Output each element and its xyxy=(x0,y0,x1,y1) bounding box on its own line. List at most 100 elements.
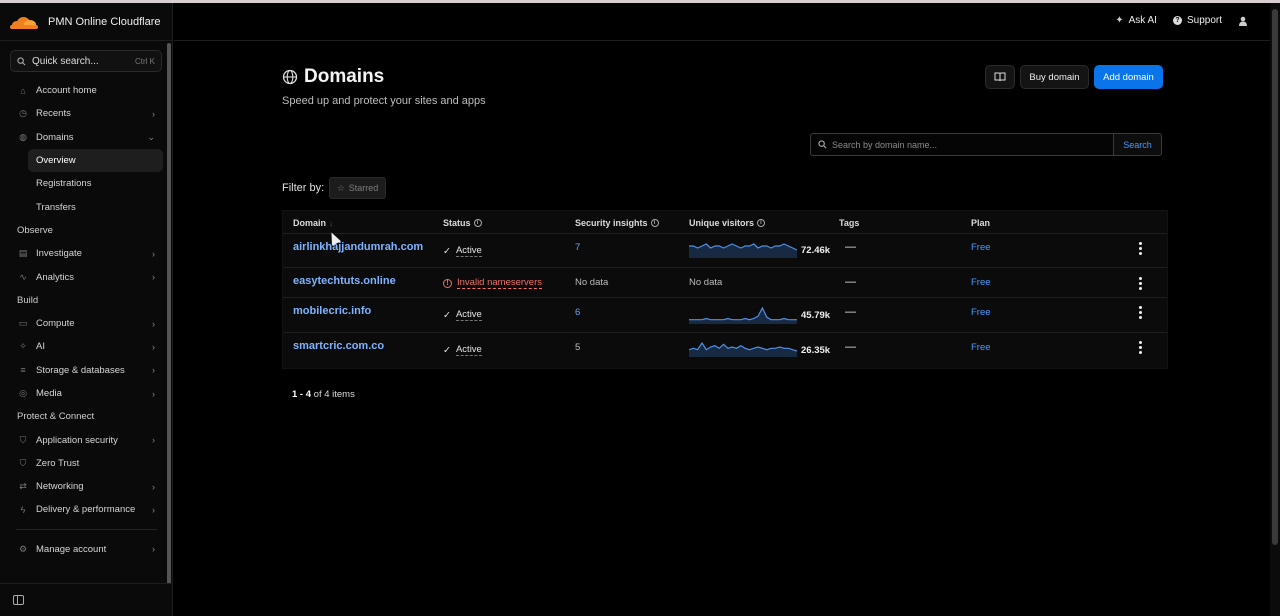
compute-icon: ▭ xyxy=(18,318,28,329)
sidebar-item-label: Investigate xyxy=(36,248,82,260)
sidebar-item-label: Application security xyxy=(36,434,118,446)
row-menu-icon[interactable] xyxy=(1139,277,1142,292)
visitors-sparkline xyxy=(689,306,797,324)
info-icon[interactable]: i xyxy=(473,219,482,227)
sidebar-item-label: Media xyxy=(36,388,62,399)
sidebar-item-transfers[interactable]: Transfers xyxy=(10,195,163,218)
plan-link[interactable]: Free xyxy=(971,242,991,253)
sort-icon: ↓ xyxy=(329,218,334,228)
gear-icon: ⚙ xyxy=(18,543,28,554)
row-menu-icon[interactable] xyxy=(1139,341,1142,356)
status-badge[interactable]: ✓ Active xyxy=(443,309,482,321)
column-label: Status xyxy=(443,218,471,228)
quick-search[interactable]: Quick search... Ctrl K xyxy=(10,50,162,72)
status-badge[interactable]: ✓ Active xyxy=(443,344,482,356)
sidebar-item-label: Registrations xyxy=(36,178,92,190)
column-status: Status i xyxy=(443,218,482,228)
tags-value: — xyxy=(845,241,856,253)
sidebar-item-zero-trust[interactable]: ⛉ Zero Trust xyxy=(10,452,163,475)
domain-link[interactable]: airlinkhajjandumrah.com xyxy=(293,241,424,253)
table-row[interactable]: smartcric.com.co ✓ Active 5 26.35k — Free xyxy=(283,333,1167,368)
row-menu-icon[interactable] xyxy=(1139,306,1142,321)
star-icon: ☆ xyxy=(336,182,345,193)
visitors-value: 45.79k xyxy=(801,310,831,321)
sidebar-nav: ⌂ Account home ◷ Recents › ◍ Domains ⌄ O… xyxy=(10,79,163,561)
support-button[interactable]: ? Support xyxy=(1172,15,1222,26)
visitors-sparkline xyxy=(689,341,797,357)
status-badge[interactable]: ✓ Active xyxy=(443,245,482,257)
collapse-sidebar-icon[interactable] xyxy=(13,595,24,605)
sidebar-item-compute[interactable]: ▭ Compute › xyxy=(10,312,163,335)
sidebar-item-overview[interactable]: Overview xyxy=(28,148,163,173)
sidebar-item-registrations[interactable]: Registrations xyxy=(10,172,163,195)
table-row[interactable]: airlinkhajjandumrah.com ✓ Active 7 72.46k… xyxy=(283,234,1167,268)
column-security-insights: Security insights i xyxy=(575,218,659,228)
security-insights-value: 5 xyxy=(575,342,581,353)
column-label: Domain xyxy=(293,218,327,228)
section-title-observe: Observe xyxy=(17,224,53,236)
buy-domain-button[interactable]: Buy domain xyxy=(1020,65,1089,89)
column-domain[interactable]: Domain ↓ xyxy=(293,218,333,228)
security-insights-link[interactable]: 7 xyxy=(575,242,581,253)
table-row[interactable]: easytechtuts.online ! Invalid nameservers… xyxy=(283,268,1167,298)
check-icon: ✓ xyxy=(443,245,451,257)
plan-link[interactable]: Free xyxy=(971,342,991,353)
help-icon: ? xyxy=(1172,16,1182,25)
book-icon xyxy=(994,72,1006,82)
user-menu-button[interactable] xyxy=(1238,16,1248,26)
sparkline-area xyxy=(689,343,797,357)
docs-button[interactable] xyxy=(985,65,1015,89)
table-row[interactable]: mobilecric.info ✓ Active 6 45.79k — Free xyxy=(283,298,1167,333)
section-title-build: Build xyxy=(17,294,39,306)
visitors-sparkline xyxy=(689,243,797,258)
sidebar-item-ai[interactable]: ✧ AI › xyxy=(10,335,163,358)
sidebar-scrollbar[interactable] xyxy=(167,43,171,584)
add-domain-button[interactable]: Add domain xyxy=(1094,65,1163,89)
sidebar-item-analytics[interactable]: ∿ Analytics › xyxy=(10,265,163,288)
visitors-value: No data xyxy=(689,277,723,288)
domain-link[interactable]: smartcric.com.co xyxy=(293,340,385,352)
check-icon: ✓ xyxy=(443,309,451,321)
search-button[interactable]: Search xyxy=(1113,133,1162,156)
sidebar-item-domains[interactable]: ◍ Domains ⌄ xyxy=(10,126,163,149)
brand[interactable]: PMN Online Cloudflare xyxy=(0,3,173,41)
sidebar-item-application-security[interactable]: ⛉ Application security › xyxy=(10,428,163,451)
column-label: Security insights xyxy=(575,218,648,228)
sidebar-item-label: Domains xyxy=(36,131,74,143)
sidebar-item-manage-account[interactable]: ⚙ Manage account › xyxy=(10,538,163,561)
page-scrollbar-thumb[interactable] xyxy=(1272,9,1278,545)
domain-search-input[interactable] xyxy=(832,139,1102,150)
sidebar-item-investigate[interactable]: ▤ Investigate › xyxy=(10,242,163,265)
sidebar-item-networking[interactable]: ⇄ Networking › xyxy=(10,475,163,498)
top-bar: ✦ Ask AI ? Support xyxy=(174,3,1270,41)
visitors-value: 26.35k xyxy=(801,345,831,356)
page-subtitle: Speed up and protect your sites and apps xyxy=(282,95,486,107)
table-header: Domain ↓ Status i Security insights i Un… xyxy=(283,211,1167,234)
plan-link[interactable]: Free xyxy=(971,277,991,288)
domain-search-field[interactable] xyxy=(810,133,1113,156)
row-menu-icon[interactable] xyxy=(1139,242,1142,257)
chevron-right-icon: › xyxy=(152,544,155,555)
ask-ai-button[interactable]: ✦ Ask AI xyxy=(1115,15,1157,26)
domains-table: Domain ↓ Status i Security insights i Un… xyxy=(282,210,1168,369)
globe-icon: ◍ xyxy=(19,131,27,142)
filter-label: Filter by: xyxy=(282,182,325,194)
chevron-down-icon: ⌄ xyxy=(147,131,155,142)
info-icon[interactable]: i xyxy=(757,219,766,227)
status-badge[interactable]: ! Invalid nameservers xyxy=(443,277,543,289)
sidebar-item-delivery[interactable]: ϟ Delivery & performance › xyxy=(10,498,163,521)
chevron-right-icon: › xyxy=(152,341,155,352)
info-icon[interactable]: i xyxy=(650,219,659,227)
domain-link[interactable]: mobilecric.info xyxy=(293,305,372,317)
sidebar-item-storage[interactable]: ≡ Storage & databases › xyxy=(10,359,163,382)
page-scrollbar[interactable] xyxy=(1270,3,1280,616)
sidebar-item-label: Delivery & performance xyxy=(36,504,136,516)
sidebar-item-account-home[interactable]: ⌂ Account home xyxy=(10,79,163,102)
security-insights-link[interactable]: 6 xyxy=(575,307,581,318)
plan-link[interactable]: Free xyxy=(971,307,991,318)
starred-filter-chip[interactable]: ☆ Starred xyxy=(329,177,386,199)
chevron-right-icon: › xyxy=(152,388,155,399)
sidebar-item-recents[interactable]: ◷ Recents › xyxy=(10,102,163,125)
domain-link[interactable]: easytechtuts.online xyxy=(293,275,396,287)
sidebar-item-media[interactable]: ◎ Media › xyxy=(10,382,163,405)
